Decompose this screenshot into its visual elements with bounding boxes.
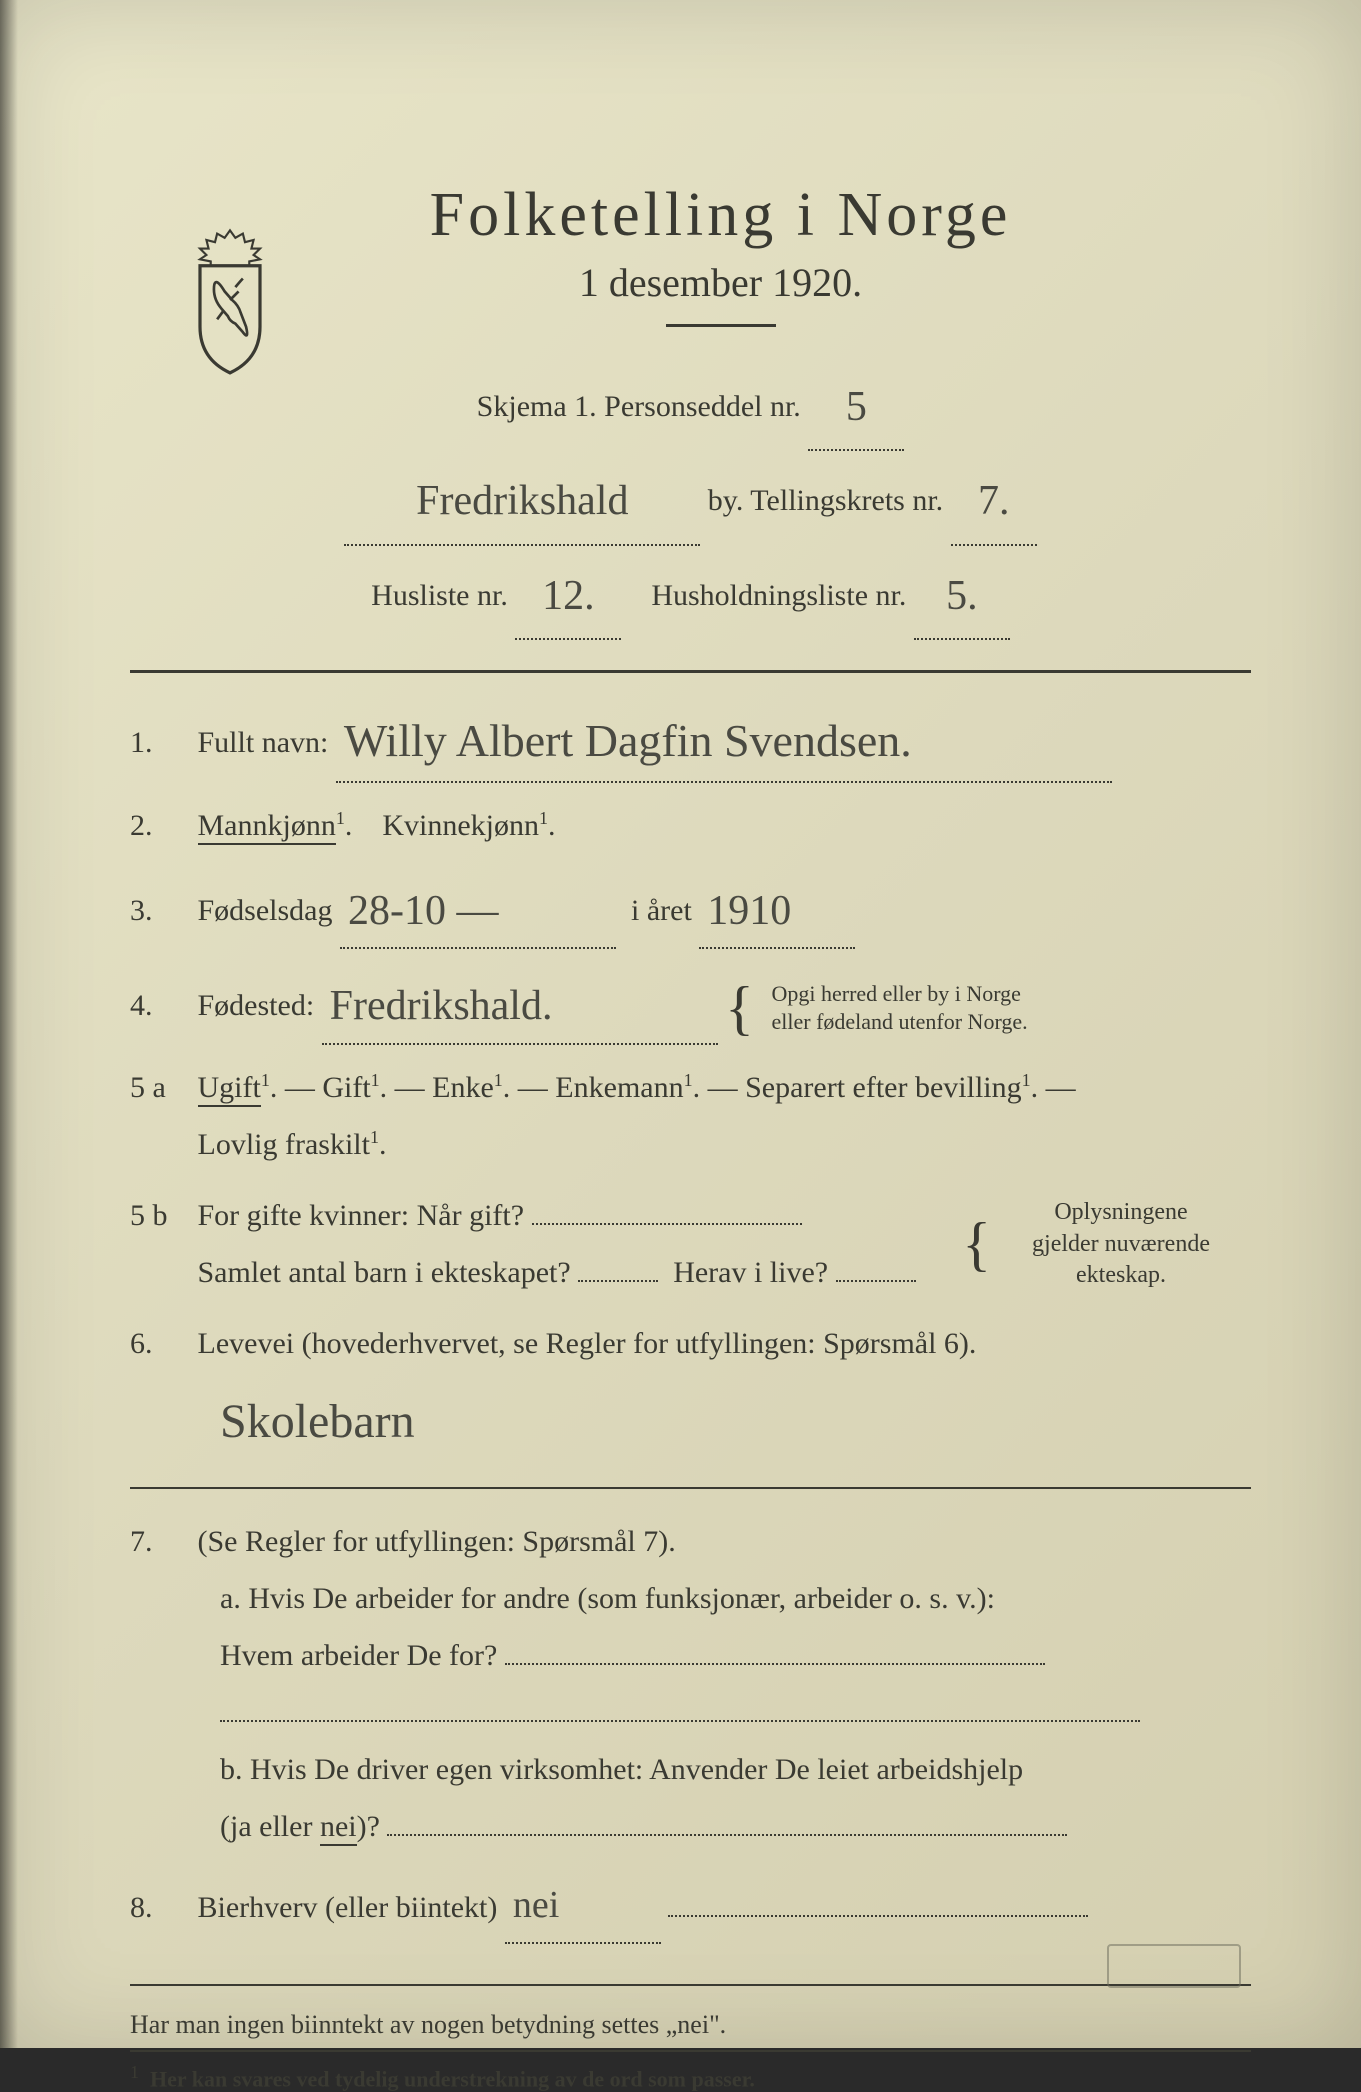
q5a-opt-enkemann: Enkemann	[555, 1071, 683, 1104]
q8-value: nei	[513, 1884, 559, 1926]
q4-note: Opgi herred eller by i Norge eller fødel…	[771, 980, 1027, 1037]
q7-a1: a. Hvis De arbeider for andre (som funks…	[220, 1582, 995, 1615]
footnote-text: Her kan svares ved tydelig understreknin…	[150, 2066, 755, 2091]
q8-num: 8.	[130, 1879, 190, 1936]
q5a-opt-enke: Enke	[432, 1071, 494, 1104]
q8-row: 8. Bierhverv (eller biintekt) nei	[130, 1869, 1251, 1943]
q8-label: Bierhverv (eller biintekt)	[198, 1891, 498, 1924]
brace-icon: {	[725, 984, 754, 1032]
q1-value: Willy Albert Dagfin Svendsen.	[344, 715, 912, 766]
q3-row: 3. Fødselsdag 28-10 — i året 1910	[130, 868, 1251, 950]
skjema-label: Skjema 1. Personseddel nr.	[477, 390, 801, 423]
q3-year-label: i året	[631, 894, 692, 927]
q3-num: 3.	[130, 882, 190, 939]
q1-num: 1.	[130, 714, 190, 771]
husliste-nr: 12.	[542, 573, 595, 619]
title-block: Folketelling i Norge 1 desember 1920.	[190, 180, 1251, 327]
q5b-l1: For gifte kvinner: Når gift?	[198, 1199, 525, 1232]
husliste-label: Husliste nr.	[371, 579, 508, 612]
q5a-tail: Lovlig fraskilt	[198, 1128, 370, 1161]
q7-b2: (ja eller nei)?	[220, 1810, 380, 1843]
census-form-page: Folketelling i Norge 1 desember 1920. Sk…	[0, 0, 1361, 2048]
q5a-opt-ugift: Ugift	[198, 1071, 261, 1107]
printer-stamp	[1107, 1944, 1241, 1988]
divider	[130, 2050, 1251, 2052]
q7-row: 7. (Se Regler for utfyllingen: Spørsmål …	[130, 1513, 1251, 1855]
divider	[130, 1984, 1251, 1986]
header-fields: Skjema 1. Personseddel nr. 5 Fredrikshal…	[130, 357, 1251, 640]
divider	[130, 670, 1251, 673]
personseddel-nr: 5	[846, 384, 867, 430]
q7-num: 7.	[130, 1513, 190, 1570]
husholdning-nr: 5.	[946, 573, 978, 619]
q7-a2: Hvem arbeider De for?	[220, 1639, 497, 1672]
q5b-l2b: Herav i live?	[673, 1256, 828, 1289]
by-value: Fredrikshald	[416, 478, 628, 524]
q2-num: 2.	[130, 797, 190, 854]
q7-b1: b. Hvis De driver egen virksomhet: Anven…	[220, 1753, 1023, 1786]
q6-label: Levevei (hovederhvervet, se Regler for u…	[198, 1327, 977, 1360]
coat-of-arms-icon	[175, 225, 285, 375]
q2-opt1: Mannkjønn	[198, 809, 336, 845]
q5b-row: 5 b For gifte kvinner: Når gift? Samlet …	[130, 1187, 1251, 1301]
q3-year: 1910	[707, 888, 791, 934]
q5b-note: Oplysningene gjelder nuværende ekteskap.	[991, 1197, 1251, 1291]
q1-row: 1. Fullt navn: Willy Albert Dagfin Svend…	[130, 693, 1251, 782]
q6-num: 6.	[130, 1315, 190, 1372]
subtitle: 1 desember 1920.	[190, 259, 1251, 306]
foot-line: Har man ingen biinntekt av nogen betydni…	[130, 2010, 1251, 2040]
q1-label: Fullt navn:	[198, 726, 329, 759]
q7-label: (Se Regler for utfyllingen: Spørsmål 7).	[198, 1525, 676, 1558]
q5b-l2a: Samlet antal barn i ekteskapet?	[198, 1256, 571, 1289]
q4-label: Fødested:	[198, 989, 315, 1022]
q5a-num: 5 a	[130, 1059, 190, 1116]
q2-opt2: Kvinnekjønn	[382, 809, 539, 842]
brace-icon: {	[962, 1220, 991, 1268]
q4-num: 4.	[130, 977, 190, 1034]
q5b-num: 5 b	[130, 1187, 190, 1244]
title-rule	[666, 324, 776, 327]
q3-label: Fødselsdag	[198, 894, 333, 927]
q6-row: 6. Levevei (hovederhvervet, se Regler fo…	[130, 1315, 1251, 1463]
tellingskrets-nr: 7.	[978, 478, 1010, 524]
divider	[130, 1487, 1251, 1489]
q4-value: Fredrikshald.	[330, 983, 553, 1029]
q3-day: 28-10 —	[348, 888, 499, 934]
q4-row: 4. Fødested: Fredrikshald. { Opgi herred…	[130, 963, 1251, 1045]
q5a-opt-gift: Gift	[322, 1071, 370, 1104]
footnote: 1 Her kan svares ved tydelig understrekn…	[130, 2062, 1251, 2092]
q2-row: 2. Mannkjønn1. Kvinnekjønn1.	[130, 797, 1251, 854]
husholdning-label: Husholdningsliste nr.	[651, 579, 906, 612]
by-label: by. Tellingskrets nr.	[708, 484, 943, 517]
q5a-row: 5 a Ugift1. — Gift1. — Enke1. — Enkemann…	[130, 1059, 1251, 1173]
main-title: Folketelling i Norge	[190, 180, 1251, 251]
q6-value: Skolebarn	[220, 1395, 415, 1448]
q5a-opt-separert: Separert efter bevilling	[745, 1071, 1022, 1104]
